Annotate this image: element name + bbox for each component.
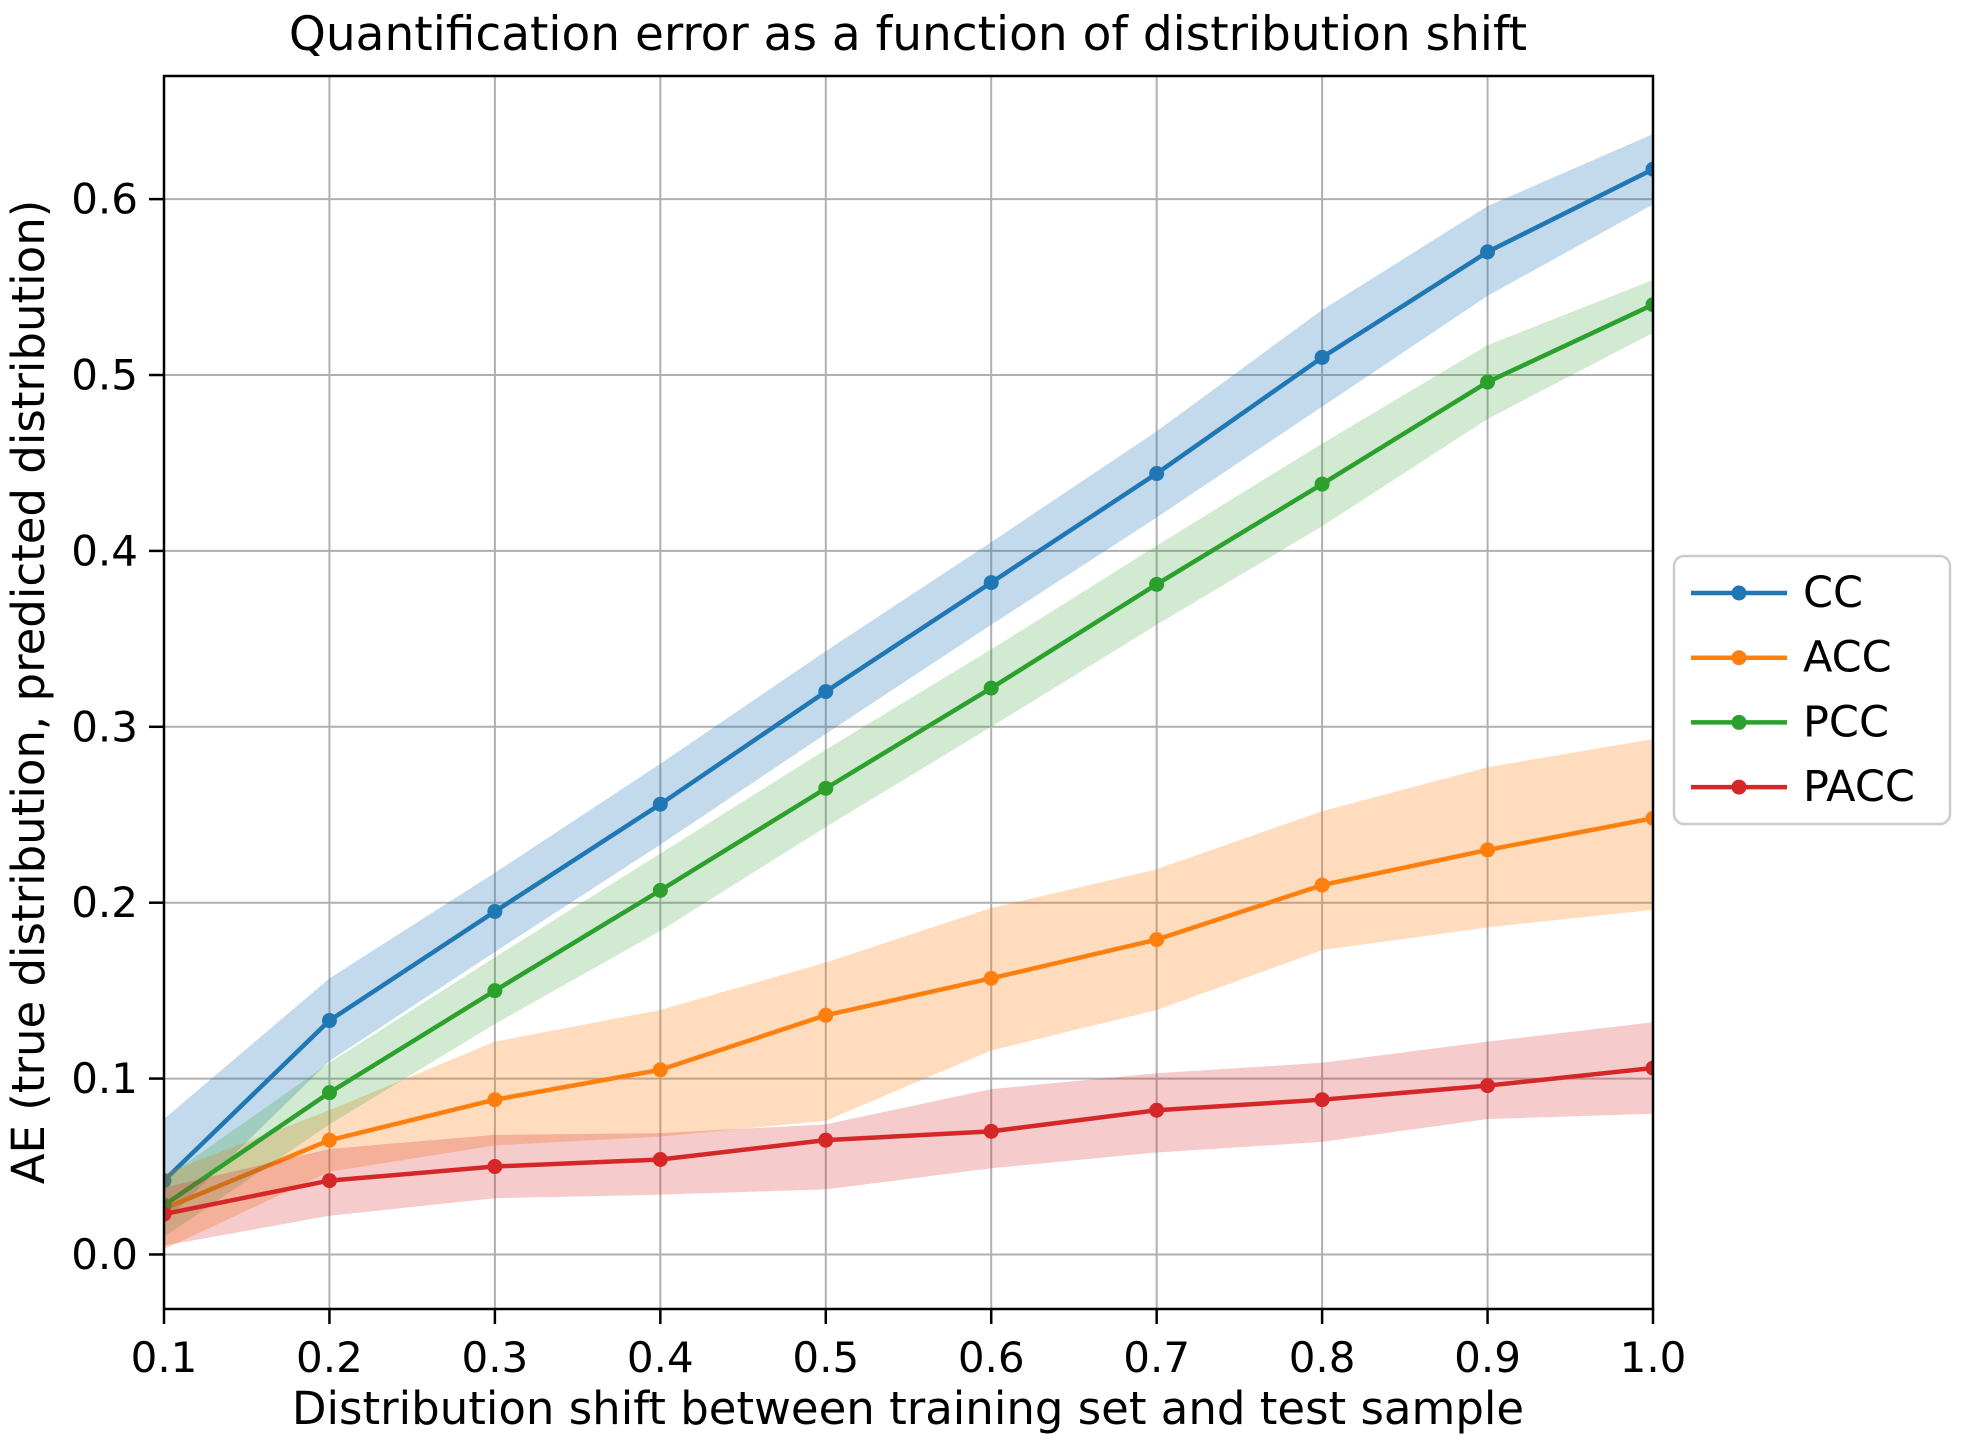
legend-box: [1672, 554, 1952, 826]
x-tick-label: 0.6: [958, 1333, 1025, 1382]
series-line-acc: [164, 816, 1653, 1211]
legend-marker-acc: [1731, 650, 1747, 666]
data-point-pacc: [1645, 1060, 1653, 1076]
legend-item-cc: CC: [1691, 568, 1863, 618]
y-tick-label: 0.6: [71, 175, 138, 224]
legend: CC ACC PCC PACC: [1672, 554, 1952, 826]
data-point-pcc: [1480, 374, 1496, 390]
legend-label-acc: ACC: [1803, 633, 1892, 683]
series-cc: [164, 134, 1653, 1223]
y-tick-label: 0.4: [71, 526, 138, 575]
legend-item-acc: ACC: [1691, 633, 1892, 683]
series-line-cc: [164, 166, 1653, 1183]
y-tick-label: 0.2: [71, 878, 138, 927]
legend-label-cc: CC: [1803, 568, 1863, 618]
x-tick-label: 0.4: [627, 1333, 694, 1382]
data-point-pacc: [487, 1159, 503, 1175]
data-point-acc: [1480, 842, 1496, 858]
data-point-pcc: [1645, 297, 1653, 313]
data-point-pcc: [983, 680, 999, 696]
y-tick-label: 0.5: [71, 351, 138, 400]
confidence-band-acc: [164, 739, 1653, 1250]
data-point-cc: [487, 903, 503, 919]
data-point-cc: [164, 1173, 172, 1189]
data-point-pacc: [1149, 1102, 1165, 1118]
series-layer: [164, 134, 1653, 1250]
y-tick-label: 0.3: [71, 702, 138, 751]
legend-label-pacc: PACC: [1803, 762, 1915, 812]
legend-item-pcc: PCC: [1691, 697, 1889, 747]
data-point-cc: [1314, 349, 1330, 365]
x-tick-label: 0.1: [131, 1333, 198, 1382]
data-point-acc: [321, 1132, 337, 1148]
data-point-acc: [1645, 810, 1653, 826]
series-line-pacc: [164, 1065, 1653, 1217]
data-point-cc: [1645, 161, 1653, 177]
data-point-pcc: [1314, 476, 1330, 492]
data-point-pcc: [652, 882, 668, 898]
x-tick-label: 0.7: [1123, 1333, 1190, 1382]
legend-marker-cc: [1731, 585, 1747, 601]
series-pcc: [164, 280, 1653, 1237]
x-tick-label: 0.2: [296, 1333, 363, 1382]
data-point-cc: [1480, 244, 1496, 260]
legend-item-pacc: PACC: [1691, 762, 1915, 812]
data-point-cc: [818, 684, 834, 700]
data-point-pacc: [818, 1132, 834, 1148]
data-point-acc: [1149, 932, 1165, 948]
data-point-acc: [487, 1092, 503, 1108]
data-point-cc: [321, 1013, 337, 1029]
x-tick-label: 0.3: [461, 1333, 528, 1382]
confidence-band-cc: [164, 134, 1653, 1223]
y-axis-label: AE (true distribution, predicted distrib…: [2, 200, 55, 1185]
chart-title: Quantification error as a function of di…: [289, 7, 1527, 62]
data-point-pacc: [1314, 1092, 1330, 1108]
data-point-acc: [818, 1007, 834, 1023]
data-point-cc: [652, 796, 668, 812]
legend-marker-pacc: [1731, 779, 1747, 795]
data-point-acc: [983, 970, 999, 986]
data-point-pacc: [652, 1151, 668, 1167]
data-point-cc: [1149, 466, 1165, 482]
data-point-acc: [1314, 877, 1330, 893]
x-tick-label: 0.8: [1289, 1333, 1356, 1382]
data-point-pacc: [1480, 1078, 1496, 1094]
axis-ticks: 0.1 0.2 0.3 0.4 0.5 0.6 0.7 0.8 0.9 1.0 0.0 0.1 0.2 0…: [71, 175, 1686, 1382]
x-axis-label: Distribution shift between training set …: [292, 1382, 1524, 1435]
data-point-pcc: [818, 780, 834, 796]
x-tick-label: 1.0: [1620, 1333, 1687, 1382]
data-point-pacc: [164, 1206, 172, 1222]
confidence-band-pcc: [164, 280, 1653, 1237]
data-point-pcc: [1149, 576, 1165, 592]
x-tick-label: 0.5: [792, 1333, 859, 1382]
series-pacc: [164, 1022, 1653, 1246]
legend-marker-pcc: [1731, 714, 1747, 730]
y-tick-label: 0.0: [71, 1230, 138, 1279]
series-line-pcc: [164, 302, 1653, 1208]
data-point-pcc: [487, 983, 503, 999]
plot-border: [162, 74, 1655, 1311]
data-point-pcc: [321, 1085, 337, 1101]
y-tick-label: 0.1: [71, 1054, 138, 1103]
x-tick-label: 0.9: [1454, 1333, 1521, 1382]
data-point-pacc: [983, 1123, 999, 1139]
data-point-acc: [652, 1062, 668, 1078]
data-point-pacc: [321, 1173, 337, 1189]
data-point-cc: [983, 575, 999, 591]
legend-label-pcc: PCC: [1803, 697, 1889, 747]
